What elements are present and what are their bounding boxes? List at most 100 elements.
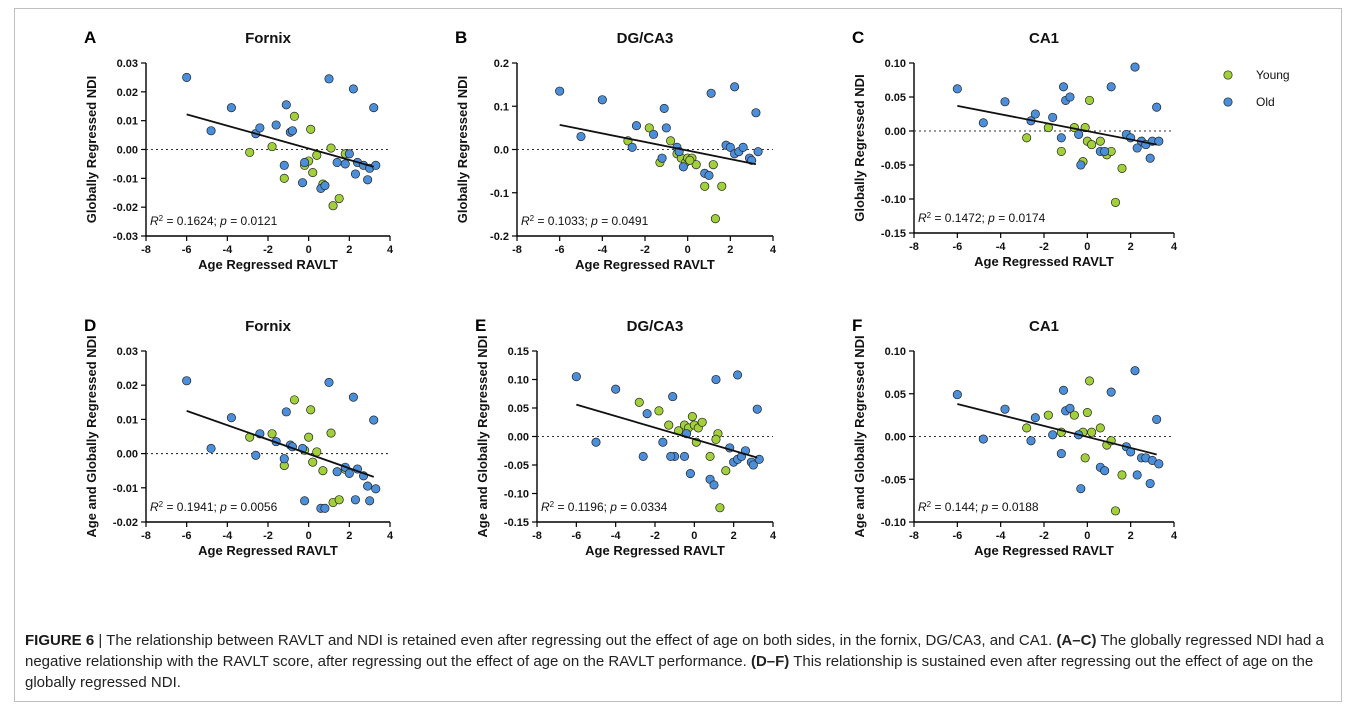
data-point-old — [300, 157, 310, 168]
y-tick-label: -0.10 — [504, 489, 529, 501]
data-point-old — [206, 443, 216, 454]
x-tick-label: 4 — [770, 530, 777, 542]
data-point-old — [642, 409, 652, 419]
data-point-young — [1087, 140, 1097, 150]
y-tick-label: 0.10 — [508, 375, 529, 387]
data-point-young — [279, 173, 289, 183]
caption-figure-label: FIGURE 6 — [25, 632, 95, 649]
data-point-old — [1065, 92, 1075, 102]
y-tick-label: 0.1 — [494, 101, 509, 113]
y-axis-label: Age and Globally Regressed NDI — [852, 335, 867, 537]
stats-annotation: R2 = 0.1472; p = 0.0174 — [918, 211, 1046, 226]
data-point-old — [679, 451, 690, 461]
annotation-p-value: = 0.0056 — [227, 500, 278, 514]
y-tick-label: 0.10 — [885, 346, 906, 358]
caption-separator: | — [94, 632, 107, 649]
y-tick-label: 0.05 — [885, 389, 906, 401]
data-point-young — [1095, 136, 1105, 146]
x-tick-label: 2 — [731, 530, 737, 542]
y-tick-label: -0.2 — [490, 231, 509, 243]
x-tick-label: 2 — [727, 244, 733, 256]
data-point-old — [1152, 102, 1162, 112]
data-point-young — [267, 429, 277, 439]
x-tick-label: -6 — [182, 530, 192, 542]
data-point-old — [324, 377, 334, 388]
x-axis-label: Age Regressed RAVLT — [198, 257, 338, 272]
x-tick-label: -2 — [640, 244, 650, 256]
y-tick-label: 0.15 — [508, 346, 529, 358]
data-point-young — [289, 395, 299, 405]
data-point-old — [332, 467, 342, 477]
data-point-old — [340, 159, 350, 169]
x-tick-label: -8 — [909, 530, 919, 542]
x-tick-label: 4 — [1171, 530, 1178, 542]
regression-line — [957, 403, 1157, 456]
annotation-p-symbol: p — [219, 214, 227, 228]
data-point-old — [182, 72, 192, 82]
data-point-old — [571, 372, 581, 382]
regression-line — [186, 410, 375, 478]
data-point-young — [1069, 410, 1079, 420]
annotation-r2-value: = 0.1941; — [163, 500, 220, 514]
data-point-old — [344, 468, 354, 478]
data-point-old — [1152, 414, 1162, 424]
data-point-old — [365, 496, 375, 506]
y-tick-label: 0.02 — [117, 87, 138, 99]
data-point-young — [334, 193, 344, 204]
data-point-young — [691, 160, 701, 170]
data-point-old — [751, 108, 761, 118]
data-point-old — [1154, 136, 1164, 146]
data-point-old — [1130, 62, 1140, 72]
data-point-old — [1100, 466, 1110, 476]
regression-line — [559, 123, 757, 166]
y-tick-label: -0.01 — [113, 173, 138, 185]
data-point-young — [710, 214, 720, 224]
annotation-p-symbol: p — [981, 500, 989, 514]
data-point-young — [685, 155, 695, 165]
data-point-old — [978, 434, 988, 444]
y-tick-label: 0.02 — [117, 380, 138, 392]
data-point-young — [1117, 470, 1127, 480]
data-point-old — [320, 180, 330, 191]
data-point-old — [952, 390, 962, 400]
x-tick-label: -6 — [555, 244, 565, 256]
data-point-young — [328, 201, 338, 211]
data-point-old — [648, 129, 659, 139]
data-point-young — [1082, 408, 1092, 418]
data-point-young — [318, 466, 328, 476]
annotation-p-value: = 0.0334 — [617, 500, 668, 514]
data-point-old — [659, 103, 669, 113]
data-point-young — [697, 417, 707, 427]
chart-panel-b: B DG/CA3 -0.2 -0.1 0.0 0.1 0.2 -8 -6 -4 -2 0 2 4 Age R… — [455, 28, 777, 272]
annotation-r-symbol: R — [150, 214, 159, 228]
x-tick-label: -6 — [952, 241, 962, 253]
y-tick-label: 0.00 — [885, 126, 906, 138]
data-point-young — [1056, 146, 1066, 156]
x-tick-label: -2 — [263, 530, 273, 542]
data-point-young — [715, 503, 725, 513]
data-point-old — [348, 84, 358, 94]
data-point-young — [664, 420, 674, 430]
chart-panel-e: E DG/CA3 -0.15 -0.10 -0.05 0.00 0.05 0.10 0.15 -8… — [475, 316, 777, 558]
data-point-old — [1106, 387, 1116, 397]
y-tick-label: 0.05 — [885, 92, 906, 104]
x-tick-label: -2 — [1039, 530, 1049, 542]
x-tick-label: 4 — [387, 530, 394, 542]
panel-letter: C — [852, 28, 864, 47]
y-tick-label: 0.05 — [508, 403, 529, 415]
x-tick-label: -8 — [512, 244, 522, 256]
y-axis-label: Globally Regressed NDI — [455, 76, 470, 223]
annotation-r2-value: = 0.1472; — [931, 211, 988, 225]
data-point-young — [654, 406, 664, 416]
data-point-young — [308, 457, 318, 467]
data-point-old — [1056, 133, 1066, 143]
annotation-r-symbol: R — [918, 500, 927, 514]
data-point-old — [324, 74, 334, 84]
annotation-r-symbol: R — [918, 211, 927, 225]
x-axis-label: Age Regressed RAVLT — [974, 543, 1114, 558]
data-point-old — [182, 376, 192, 386]
data-point-old — [371, 160, 381, 170]
data-point-young — [717, 181, 727, 191]
data-point-old — [754, 454, 764, 464]
